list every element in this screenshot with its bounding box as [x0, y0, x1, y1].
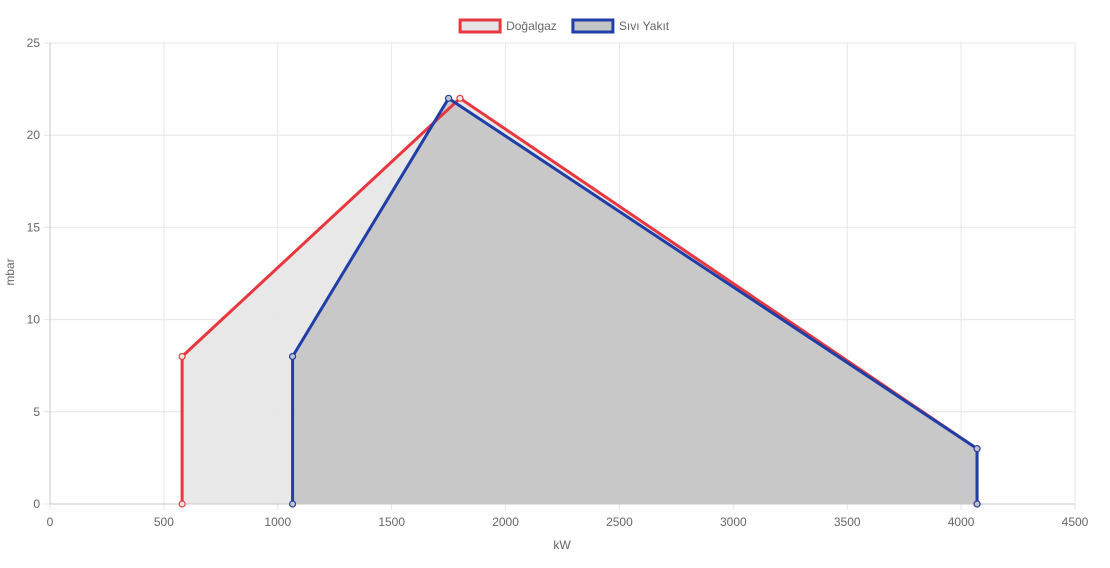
legend-swatch [571, 18, 615, 34]
x-tick-label: 3500 [834, 515, 861, 529]
y-tick-label: 25 [27, 36, 41, 50]
data-point [288, 500, 297, 508]
data-point [445, 94, 453, 102]
data-point [456, 94, 464, 102]
legend: Doğalgaz Sıvı Yakıt [458, 18, 670, 34]
data-point [973, 445, 981, 453]
legend-label: Sıvı Yakıt [619, 19, 670, 33]
data-point [178, 500, 186, 508]
tick-labels: 0 500 1000 1500 2000 2500 3000 3500 4000 4500 0 5 10… [27, 36, 1089, 529]
data-point [973, 500, 981, 508]
y-tick-label: 0 [33, 497, 40, 511]
x-tick-label: 3000 [720, 515, 747, 529]
x-tick-label: 2500 [606, 515, 633, 529]
y-tick-label: 20 [27, 128, 41, 142]
x-tick-label: 500 [154, 515, 174, 529]
x-tick-label: 1000 [264, 515, 291, 529]
series-points [178, 94, 981, 508]
series-areas [182, 98, 978, 504]
x-tick-label: 2000 [492, 515, 519, 529]
legend-swatch [458, 18, 502, 34]
legend-label: Doğalgaz [506, 19, 557, 33]
x-tick-label: 1500 [378, 515, 405, 529]
y-axis-label: mbar [3, 258, 17, 285]
axes [49, 43, 1075, 505]
y-tick-label: 10 [27, 313, 41, 327]
series-area-1 [292, 98, 978, 504]
data-point [178, 352, 186, 361]
x-tick-label: 4500 [1062, 515, 1089, 529]
x-axis-label: kW [553, 538, 571, 552]
y-tick-label: 5 [33, 405, 40, 419]
x-tick-label: 4000 [948, 515, 975, 529]
x-tick-label: 0 [47, 515, 54, 529]
y-tick-label: 15 [27, 220, 41, 234]
data-point [288, 352, 297, 361]
